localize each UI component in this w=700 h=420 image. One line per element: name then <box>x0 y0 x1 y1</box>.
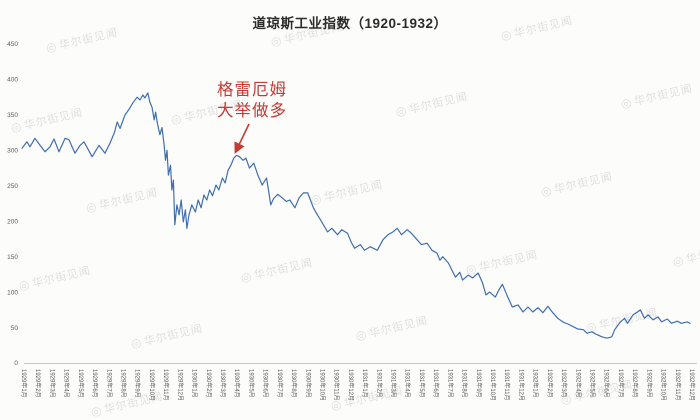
x-axis-tick-label: 1930年8月 <box>290 369 298 398</box>
x-axis-tick-label: 1931年2月 <box>375 369 383 398</box>
x-axis-tick-label: 1929年3月 <box>48 369 56 398</box>
x-axis-tick-label: 1931年9月 <box>475 369 483 398</box>
annotation-line-1: 格雷厄姆 <box>217 81 287 99</box>
x-axis-tick-label: 1929年12月 <box>176 369 184 401</box>
x-axis-tick-label: 1931年1月 <box>361 369 369 398</box>
x-axis-tick-label: 1931年4月 <box>404 369 412 398</box>
y-axis-tick-label: 100 <box>7 289 18 296</box>
x-axis-tick-label: 1929年6月 <box>91 369 99 398</box>
x-axis-tick-label: 1929年1月 <box>20 369 28 398</box>
annotation-line-2: 大举做多 <box>217 102 287 120</box>
y-axis-tick-label: 0 <box>14 360 18 367</box>
x-axis-tick-label: 1932年3月 <box>560 369 568 398</box>
y-axis-tick-label: 50 <box>11 325 19 332</box>
y-axis-tick-label: 450 <box>7 41 18 48</box>
x-axis-tick-label: 1931年11月 <box>503 369 511 401</box>
x-axis-tick-label: 1932年8月 <box>631 369 639 398</box>
x-axis-tick-label: 1932年6月 <box>603 369 611 398</box>
x-axis-tick-label: 1932年7月 <box>617 369 625 398</box>
annotation-arrow-group <box>234 123 250 154</box>
chart-title: 道琼斯工业指数（1920-1932） <box>252 16 448 31</box>
x-axis-tick-label: 1929年11月 <box>162 369 170 401</box>
x-axis-tick-label: 1930年11月 <box>333 369 341 401</box>
x-axis-tick-label: 1929年10月 <box>148 369 156 401</box>
y-axis-tick-label: 350 <box>7 112 18 119</box>
x-axis-tick-label: 1931年7月 <box>446 369 454 398</box>
x-axis-tick-label: 1930年1月 <box>191 369 199 398</box>
x-axis-tick-label: 1930年3月 <box>219 369 227 398</box>
x-axis-tick-label: 1929年7月 <box>105 369 113 398</box>
x-axis-tick-label: 1930年7月 <box>276 369 284 398</box>
y-axis-tick-label: 200 <box>7 218 18 225</box>
x-axis-tick-label: 1930年12月 <box>347 369 355 401</box>
dow-index-line <box>21 92 691 339</box>
y-axis-tick-label: 300 <box>7 148 18 155</box>
x-axis-tick-label: 1931年6月 <box>432 369 440 398</box>
x-axis-tick-label: 1930年5月 <box>247 369 255 398</box>
x-axis-tick-label: 1930年10月 <box>318 369 326 401</box>
x-axis-tick-label: 1931年12月 <box>517 369 525 401</box>
x-axis-tick-label: 1931年3月 <box>390 369 398 398</box>
y-axis-tick-label: 150 <box>7 254 18 261</box>
x-axis-tick-label: 1931年8月 <box>461 369 469 398</box>
x-axis-tick-label: 1932年9月 <box>645 369 653 398</box>
x-axis-tick-label: 1930年4月 <box>233 369 241 398</box>
y-axis-tick-label: 250 <box>7 183 18 190</box>
y-axis-tick-label: 400 <box>7 77 18 84</box>
x-axis-tick-label: 1932年12月 <box>688 369 696 401</box>
x-axis-tick-label: 1930年2月 <box>205 369 213 398</box>
x-axis-tick-label: 1929年9月 <box>134 369 142 398</box>
annotation-label: 格雷厄姆 大举做多 <box>217 80 287 122</box>
x-axis-tick-label: 1932年11月 <box>674 369 682 401</box>
x-axis-tick-label: 1929年8月 <box>119 369 127 398</box>
x-axis-tick-label: 1932年2月 <box>546 369 554 398</box>
x-axis-tick-label: 1929年4月 <box>63 369 71 398</box>
x-axis-tick-label: 1932年1月 <box>532 369 540 398</box>
x-axis-tick-label: 1929年2月 <box>34 369 42 398</box>
x-axis-tick-label: 1930年6月 <box>262 369 270 398</box>
annotation-arrow <box>234 123 250 154</box>
x-axis-tick-label: 1931年10月 <box>489 369 497 401</box>
x-axis-tick-label: 1932年5月 <box>589 369 597 398</box>
x-axis-tick-label: 1932年10月 <box>660 369 668 401</box>
x-axis-tick-label: 1932年4月 <box>574 369 582 398</box>
x-axis-tick-label: 1930年9月 <box>304 369 312 398</box>
x-axis-tick-label: 1929年5月 <box>77 369 85 398</box>
series-group <box>21 92 691 339</box>
x-axis-tick-label: 1931年5月 <box>418 369 426 398</box>
